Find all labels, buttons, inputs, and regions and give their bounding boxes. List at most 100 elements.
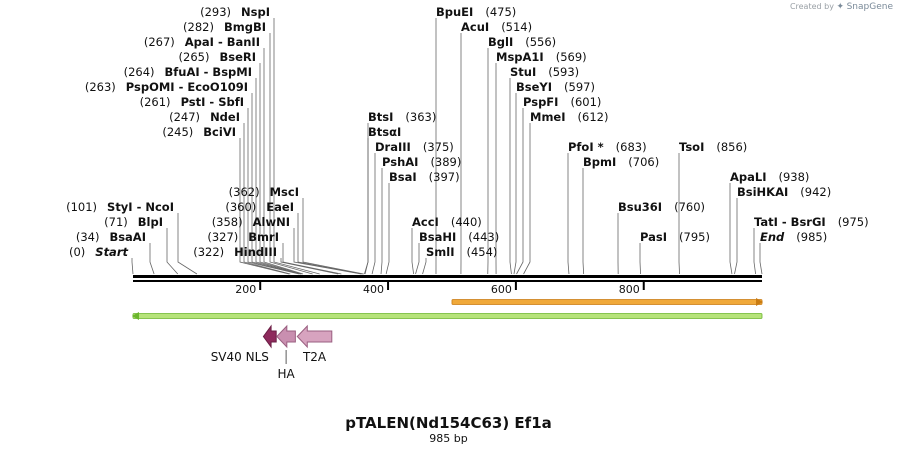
site-label-end: End (985) [760, 230, 827, 244]
snapgene-logo-icon: ✦ [836, 2, 845, 12]
site-label-mspa1i: MspA1I (569) [496, 50, 587, 64]
site-name: MmeI [530, 110, 566, 124]
site-label-msci: (362) MscI [229, 185, 299, 199]
site-position: (985) [796, 230, 827, 244]
ruler-tick-label: 400 [363, 283, 384, 296]
feature-orange-orf-bar [451, 299, 763, 305]
site-label-tsoi: TsoI (856) [679, 140, 747, 154]
site-leader-bcivi [239, 138, 290, 275]
site-position: (0) [69, 245, 85, 259]
plasmid-length: 985 bp [429, 432, 468, 445]
site-label-psti-sbfi: (261) PstI - SbfI [140, 95, 244, 109]
site-position: (265) [179, 50, 210, 64]
site-name: BlpI [138, 215, 163, 229]
site-label-mmei: MmeI (612) [530, 110, 608, 124]
site-name: BfuAI - BspMI [165, 65, 252, 79]
site-leader-tati-bsrgi [753, 228, 757, 275]
site-label-acci: AccI (440) [412, 215, 482, 229]
site-position: (358) [212, 215, 243, 229]
site-label-bts-i: BtsαI [368, 125, 401, 139]
ruler-tick [387, 282, 390, 290]
site-leader-mmei [523, 123, 531, 275]
site-label-btsi: BtsI (363) [368, 110, 436, 124]
site-position: (475) [485, 5, 516, 19]
feature-sv40-nls-arrow [262, 324, 277, 349]
site-label-bpuei: BpuEI (475) [436, 5, 516, 19]
plasmid-title: pTALEN(Nd154C63) Ef1a [345, 414, 552, 432]
site-labels: (0) Start(34) BsaAI(71) BlpI (101) StyI - Nco… [66, 5, 869, 259]
feature-label-sv40-nls: SV40 NLS [211, 350, 269, 364]
feature-tracks: SV40 NLS HA T2A [132, 298, 763, 381]
ruler-tick [514, 282, 517, 290]
site-name: TsoI [679, 140, 704, 154]
site-name: PshAI [382, 155, 418, 169]
site-position: (71) [104, 215, 128, 229]
created-by-text: Created by [789, 2, 834, 11]
site-name: StyI - NcoI [107, 200, 174, 214]
site-label-bcivi: (245) BciVI [162, 125, 236, 139]
site-position: (856) [716, 140, 747, 154]
site-leader-bfuai-bspmi [255, 78, 302, 275]
site-label-start: (0) Start [69, 245, 129, 259]
site-name: AlwNI [253, 215, 290, 229]
feature-green-orf-bar [132, 313, 763, 319]
site-leader-msci [302, 198, 364, 275]
site-leader-pshai [380, 168, 383, 275]
site-name: BtsαI [368, 125, 401, 139]
ruler-tick-label: 200 [235, 283, 256, 296]
site-name: DraIII [375, 140, 411, 154]
site-name: BsiHKAI [737, 185, 788, 199]
site-label-pasi: PasI (795) [640, 230, 710, 244]
site-label-alwni: (358) AlwNI [212, 215, 290, 229]
site-leader-ndei [243, 123, 291, 275]
backbone-bottom-strand [133, 280, 762, 282]
site-name: BpuEI [436, 5, 473, 19]
site-name: Start [95, 245, 128, 259]
site-position: (261) [140, 95, 171, 109]
site-position: (267) [144, 35, 175, 49]
site-leader-btsi [364, 123, 369, 275]
site-leader-bseyi [513, 93, 517, 275]
site-leader-start [131, 258, 134, 275]
site-label-bpmi: BpmI (706) [583, 155, 659, 169]
site-leader-tsoi [678, 153, 680, 275]
site-label-blpi: (71) BlpI [104, 215, 163, 229]
ruler-tick [642, 282, 645, 290]
feature-ha-arrow [276, 324, 296, 349]
site-label-bsu36i: Bsu36I (760) [618, 200, 705, 214]
site-leader-bseri [259, 63, 302, 275]
feature-green-orf-arrowhead [132, 312, 139, 320]
site-position: (706) [628, 155, 659, 169]
site-label-pshai: PshAI (389) [382, 155, 461, 169]
site-position: (556) [525, 35, 556, 49]
site-leader-bsihkai [734, 198, 738, 275]
site-leader-smli [422, 258, 427, 275]
site-label-tati-bsrgi: TatI - BsrGI (975) [754, 215, 869, 229]
site-position: (282) [183, 20, 214, 34]
site-label-bseri: (265) BseRI [179, 50, 256, 64]
site-label-stui: StuI (593) [510, 65, 579, 79]
site-label-bsaai: (34) BsaAI [76, 230, 146, 244]
site-leader-bmgbi [269, 33, 313, 275]
site-name: TatI - BsrGI [754, 215, 826, 229]
site-name: BglI [488, 35, 513, 49]
site-position: (569) [556, 50, 587, 64]
site-leader-end [759, 243, 763, 275]
site-leaders [131, 18, 763, 275]
site-leader-acci [411, 228, 415, 275]
site-label-eaei: (360) EaeI [225, 200, 294, 214]
ruler-tick-label: 600 [491, 283, 512, 296]
site-leader-eaei [297, 213, 363, 275]
site-label-pspomi-ecoo109i: (263) PspOMI - EcoO109I [85, 80, 248, 94]
site-name: Bsu36I [618, 200, 662, 214]
site-name: AccI [412, 215, 439, 229]
site-position: (683) [616, 140, 647, 154]
site-position: (245) [162, 125, 193, 139]
site-position: (975) [838, 215, 869, 229]
site-position: (375) [423, 140, 454, 154]
site-name: ApaI - BanII [185, 35, 260, 49]
site-leader-bsai [385, 183, 390, 275]
site-label-bsihkai: BsiHKAI (942) [737, 185, 831, 199]
site-leader-bsahi [415, 243, 420, 275]
site-name: EaeI [266, 200, 294, 214]
